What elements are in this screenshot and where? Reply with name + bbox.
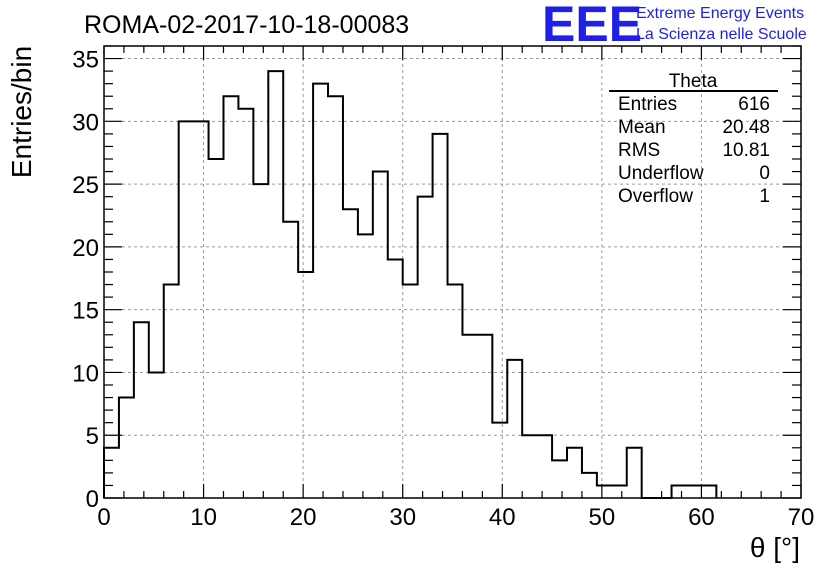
chart-title: ROMA-02-2017-10-18-00083 — [84, 11, 409, 39]
stats-title: Theta — [669, 71, 718, 92]
x-axis-title: θ [°] — [750, 532, 800, 563]
histogram-bin — [388, 259, 403, 498]
histogram-bin — [507, 360, 522, 498]
histogram-bin — [223, 96, 238, 498]
histogram-bin — [253, 184, 268, 498]
histogram-bin — [283, 222, 298, 498]
y-tick-label: 20 — [72, 235, 99, 262]
stats-value-entries: 616 — [738, 94, 770, 115]
x-tick-label: 60 — [688, 504, 715, 531]
histogram-bin — [164, 285, 179, 498]
y-axis-title: Entries/bin — [6, 46, 37, 178]
histogram-bin — [672, 485, 687, 498]
histogram-bin — [567, 448, 582, 498]
histogram-bin — [358, 234, 373, 498]
histogram-outline — [103, 70, 718, 499]
histogram-bin — [298, 272, 313, 498]
histogram-bin — [492, 423, 507, 498]
y-tick-label: 0 — [86, 486, 99, 513]
histogram-bin — [448, 285, 463, 498]
x-tick-label: 70 — [788, 504, 815, 531]
histogram-bin — [104, 448, 119, 498]
y-tick-label: 10 — [72, 360, 99, 387]
histogram-bin — [313, 84, 328, 498]
eee-logo-line1: Extreme Energy Events — [636, 5, 804, 22]
histogram-bin — [268, 71, 283, 498]
stats-value-underflow: 0 — [759, 163, 770, 184]
histogram-bin — [537, 435, 552, 498]
x-tick-label: 30 — [389, 504, 416, 531]
histogram-series — [103, 70, 718, 499]
x-tick-label: 20 — [290, 504, 317, 531]
histogram-bin — [627, 448, 642, 498]
histogram-bin — [149, 372, 164, 498]
histogram-bin — [403, 285, 418, 498]
eee-logo: EEE Extreme Energy Events La Scienza nel… — [542, 0, 807, 52]
y-tick-label: 25 — [72, 172, 99, 199]
histogram-bin — [373, 172, 388, 498]
histogram-bin — [582, 473, 597, 498]
histogram-bin — [686, 485, 701, 498]
histogram-bin — [119, 398, 134, 498]
x-tick-label: 10 — [190, 504, 217, 531]
histogram-bin — [179, 121, 194, 498]
histogram-bin — [134, 322, 149, 498]
stats-label-mean: Mean — [618, 117, 666, 138]
axes — [103, 45, 802, 499]
eee-logo-line2: La Scienza nelle Scuole — [636, 26, 807, 43]
histogram-bin — [522, 435, 537, 498]
histogram-bin — [477, 335, 492, 498]
x-tick-label: 0 — [97, 504, 110, 531]
histogram-bin — [209, 159, 224, 498]
y-tick-label: 5 — [86, 423, 99, 450]
y-tick-label: 30 — [72, 109, 99, 136]
histogram-bin — [612, 485, 627, 498]
histogram-bin — [701, 485, 716, 498]
histogram-bin — [462, 335, 477, 498]
stats-value-mean: 20.48 — [722, 117, 770, 138]
histogram-bin — [328, 96, 343, 498]
stats-label-overflow: Overflow — [618, 186, 693, 207]
histogram-bin — [433, 134, 448, 498]
stats-label-underflow: Underflow — [618, 163, 704, 184]
histogram-bin — [552, 460, 567, 498]
stats-box: Theta Entries 616 Mean 20.48 RMS 10.81 U… — [609, 71, 778, 207]
x-tick-label: 40 — [489, 504, 516, 531]
histogram-bin — [418, 197, 433, 498]
histogram-bin — [597, 485, 612, 498]
stats-value-overflow: 1 — [759, 186, 770, 207]
y-tick-label: 35 — [72, 47, 99, 74]
y-tick-label: 15 — [72, 298, 99, 325]
histogram-bin — [343, 209, 358, 498]
grid — [104, 46, 801, 498]
stats-value-rms: 10.81 — [722, 140, 770, 161]
y-tick-labels: 0 5 10 15 20 25 30 35 — [72, 47, 99, 513]
x-tick-label: 50 — [589, 504, 616, 531]
x-tick-labels: 0 10 20 30 40 50 60 70 — [97, 504, 814, 531]
stats-label-rms: RMS — [618, 140, 660, 161]
stats-label-entries: Entries — [618, 94, 677, 115]
histogram-bin — [194, 121, 209, 498]
histogram-bin — [238, 109, 253, 498]
eee-logo-mark: EEE — [542, 0, 642, 52]
